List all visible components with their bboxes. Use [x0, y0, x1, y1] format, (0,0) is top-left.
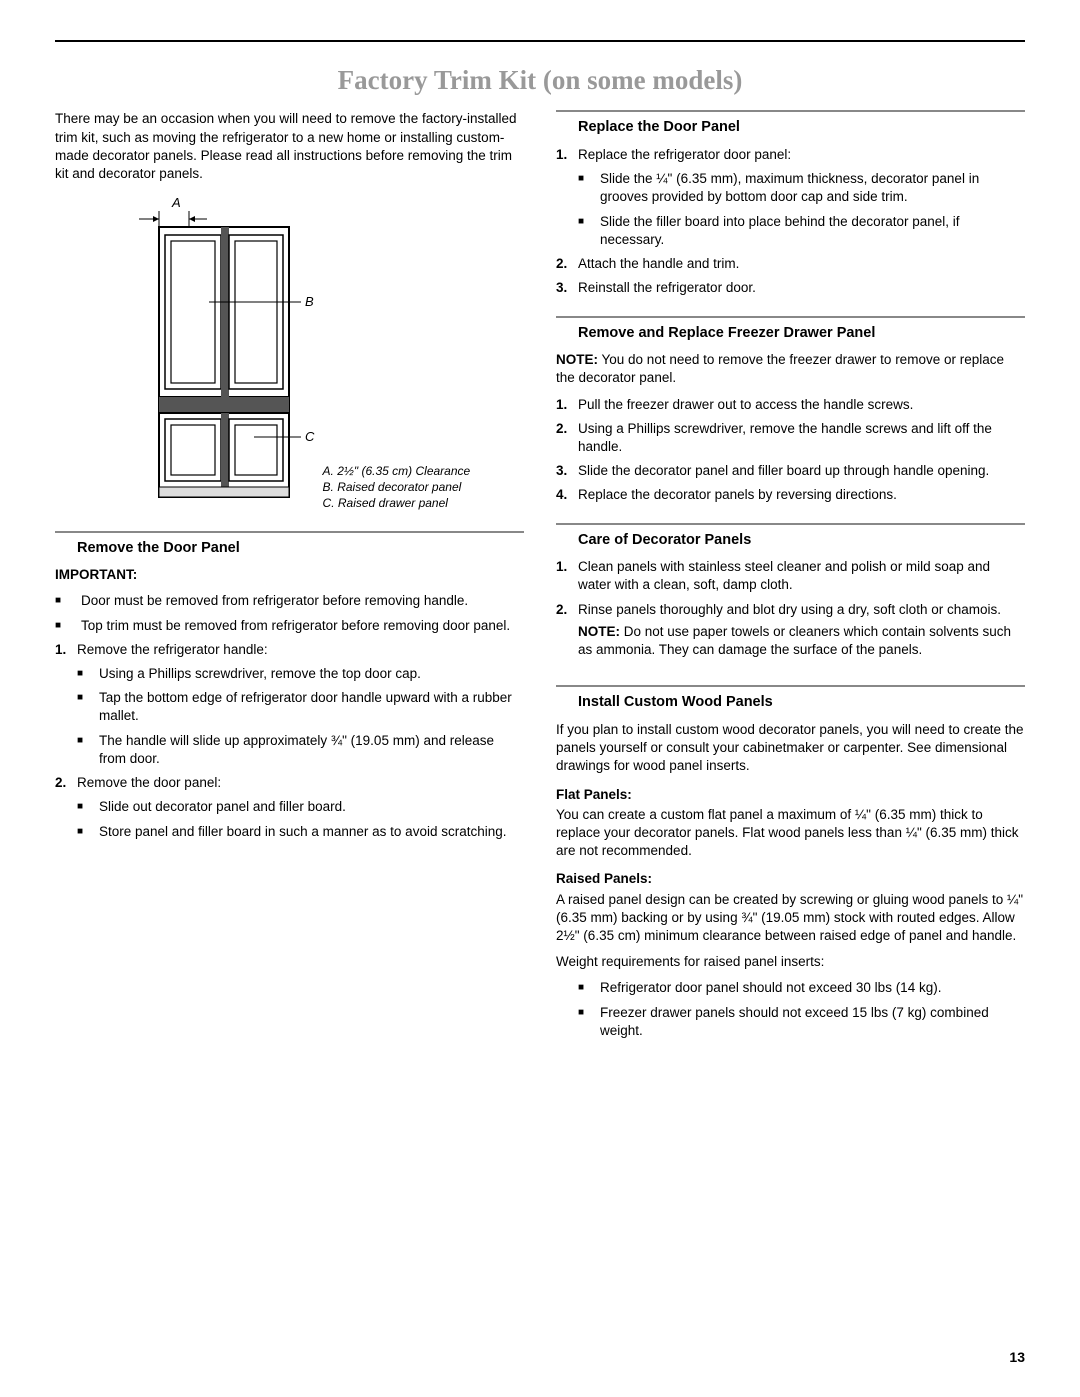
heading-custom: Install Custom Wood Panels — [556, 693, 1025, 713]
weight-item-2: Freezer drawer panels should not exceed … — [600, 1004, 1025, 1040]
remove-step1-sub: Using a Phillips screwdriver, remove the… — [77, 665, 524, 768]
replace-steps-23: 2.Attach the handle and trim. 3.Reinstal… — [556, 255, 1025, 297]
section-custom: Install Custom Wood Panels — [556, 685, 1025, 713]
intro-paragraph: There may be an occasion when you will n… — [55, 110, 524, 183]
weight-intro: Weight requirements for raised panel ins… — [556, 953, 1025, 971]
remove-s1b: Tap the bottom edge of refrigerator door… — [99, 689, 524, 725]
diagram-caption: A. 2½" (6.35 cm) Clearance B. Raised dec… — [323, 463, 471, 512]
replace-s1b: Slide the filler board into place behind… — [600, 213, 1025, 249]
remove-s2b: Store panel and filler board in such a m… — [99, 823, 524, 841]
replace-step-3: Reinstall the refrigerator door. — [578, 279, 1025, 297]
freezer-steps: 1.Pull the freezer drawer out to access … — [556, 396, 1025, 505]
heading-replace-door: Replace the Door Panel — [556, 118, 1025, 138]
caption-line-c: C. Raised drawer panel — [323, 495, 471, 511]
page-number: 13 — [1009, 1348, 1025, 1367]
section-replace-door: Replace the Door Panel — [556, 110, 1025, 138]
remove-s1a: Using a Phillips screwdriver, remove the… — [99, 665, 524, 683]
important-list: Door must be removed from refrigerator b… — [55, 592, 524, 634]
remove-steps-2: 2.Remove the door panel: — [55, 774, 524, 792]
freezer-step-1: Pull the freezer drawer out to access th… — [578, 396, 1025, 414]
section-care: Care of Decorator Panels — [556, 523, 1025, 551]
two-column-layout: There may be an occasion when you will n… — [55, 110, 1025, 1046]
caption-line-b: B. Raised decorator panel — [323, 479, 471, 495]
important-item-1: Door must be removed from refrigerator b… — [81, 592, 524, 610]
right-column: Replace the Door Panel 1.Replace the ref… — [556, 110, 1025, 1046]
weight-list: Refrigerator door panel should not excee… — [578, 979, 1025, 1040]
replace-s1a: Slide the ¼" (6.35 mm), maximum thicknes… — [600, 170, 1025, 206]
heading-care: Care of Decorator Panels — [556, 531, 1025, 551]
replace-steps: 1.Replace the refrigerator door panel: — [556, 146, 1025, 164]
diagram-label-b: B — [305, 294, 314, 309]
left-column: There may be an occasion when you will n… — [55, 110, 524, 1046]
remove-s2a: Slide out decorator panel and filler boa… — [99, 798, 524, 816]
flat-panels-text: You can create a custom flat panel a max… — [556, 806, 1025, 861]
remove-s1c: The handle will slide up approximately ¾… — [99, 732, 524, 768]
care-note: NOTE: Do not use paper towels or cleaner… — [578, 623, 1025, 659]
replace-step-2: Attach the handle and trim. — [578, 255, 1025, 273]
important-item-2: Top trim must be removed from refrigerat… — [81, 617, 524, 635]
section-freezer: Remove and Replace Freezer Drawer Panel — [556, 316, 1025, 344]
replace-step1-sub: Slide the ¼" (6.35 mm), maximum thicknes… — [578, 170, 1025, 249]
replace-step-1: Replace the refrigerator door panel: — [578, 146, 1025, 164]
important-label: IMPORTANT: — [55, 566, 524, 584]
care-step-1: Clean panels with stainless steel cleane… — [578, 558, 1025, 594]
diagram-container: A B — [55, 197, 524, 512]
freezer-step-2: Using a Phillips screwdriver, remove the… — [578, 420, 1025, 456]
main-title: Factory Trim Kit (on some models) — [55, 62, 1025, 98]
raised-panels-label: Raised Panels: — [556, 870, 1025, 888]
care-steps: 1.Clean panels with stainless steel clea… — [556, 558, 1025, 667]
freezer-step-3: Slide the decorator panel and filler boa… — [578, 462, 1025, 480]
freezer-note: NOTE: You do not need to remove the free… — [556, 351, 1025, 387]
freezer-step-4: Replace the decorator panels by reversin… — [578, 486, 1025, 504]
heading-freezer: Remove and Replace Freezer Drawer Panel — [556, 324, 1025, 344]
refrigerator-diagram: A B — [109, 197, 319, 507]
diagram-label-a: A — [171, 197, 181, 210]
heading-remove-door: Remove the Door Panel — [55, 539, 524, 559]
remove-step-1: Remove the refrigerator handle: — [77, 641, 524, 659]
section-remove-door: Remove the Door Panel — [55, 531, 524, 559]
remove-step2-sub: Slide out decorator panel and filler boa… — [77, 798, 524, 840]
remove-step-2: Remove the door panel: — [77, 774, 524, 792]
raised-panels-text: A raised panel design can be created by … — [556, 891, 1025, 946]
custom-intro: If you plan to install custom wood decor… — [556, 721, 1025, 776]
care-step-2: Rinse panels thoroughly and blot dry usi… — [578, 602, 1001, 617]
top-rule — [55, 40, 1025, 42]
weight-item-1: Refrigerator door panel should not excee… — [600, 979, 1025, 997]
diagram-label-c: C — [305, 429, 315, 444]
caption-line-a: A. 2½" (6.35 cm) Clearance — [323, 463, 471, 479]
remove-steps: 1.Remove the refrigerator handle: — [55, 641, 524, 659]
flat-panels-label: Flat Panels: — [556, 786, 1025, 804]
